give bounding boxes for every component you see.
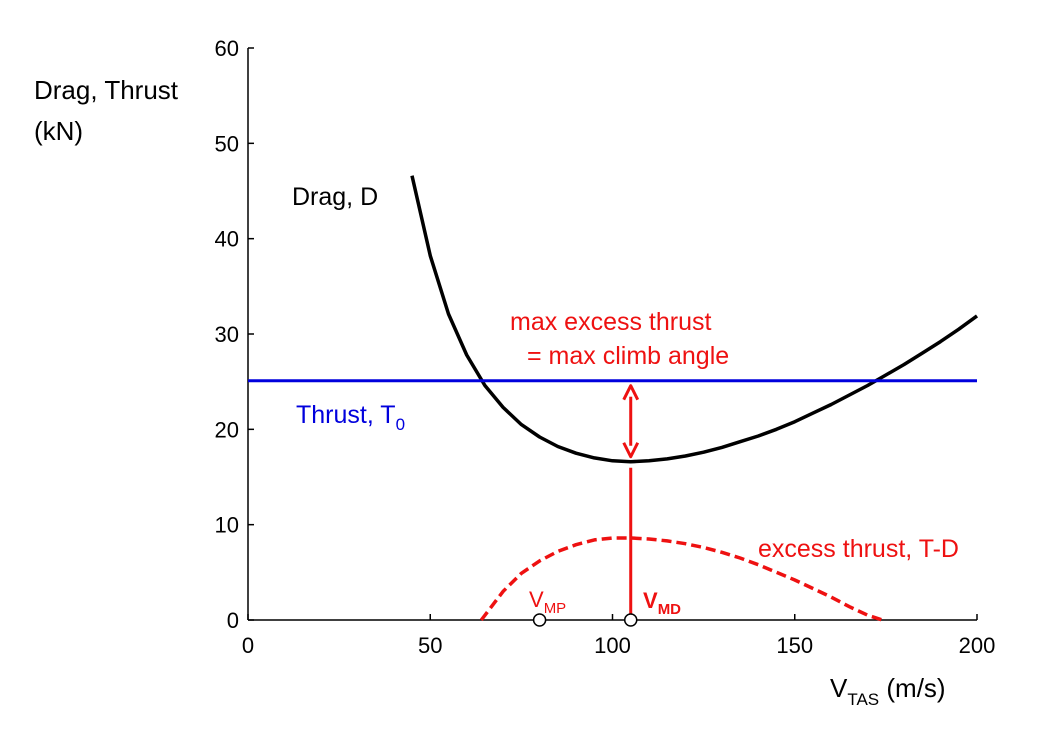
max-excess-arrow-head-top <box>622 384 640 401</box>
x-axis-label-sub: TAS <box>847 690 879 709</box>
y-tick-label: 0 <box>227 608 239 633</box>
max-excess-annotation-line2: = max climb angle <box>527 342 729 370</box>
drag-series-line <box>410 175 979 464</box>
vmp-label-sub: MP <box>544 600 567 617</box>
max-excess-annotation-line1: max excess thrust <box>510 308 712 336</box>
vmp-point-marker <box>532 613 547 627</box>
drag-series-label: Drag, D <box>292 183 378 211</box>
y-tick-label: 20 <box>215 417 239 442</box>
vmd-label-main: V <box>643 588 658 613</box>
y-tick-label: 30 <box>215 322 239 347</box>
thrust-series-label-main: Thrust, T <box>296 401 396 429</box>
x-tick-label: 50 <box>418 633 442 658</box>
vmd-point-marker <box>623 613 638 627</box>
y-tick-label: 50 <box>215 131 239 156</box>
x-tick-label: 200 <box>959 633 996 658</box>
y-tick-label: 60 <box>215 36 239 61</box>
thrust-series-label: Thrust, T0 <box>296 401 405 434</box>
excess-series-label: excess thrust, T-D <box>758 535 959 563</box>
x-axis-label-unit: (m/s) <box>879 673 945 703</box>
marker-layer <box>532 384 640 627</box>
series-layer <box>248 175 979 622</box>
x-axis-label: VTAS (m/s) <box>830 673 946 709</box>
y-tick-label: 40 <box>215 227 239 252</box>
x-tick-label: 150 <box>776 633 813 658</box>
max-excess-arrow-head-bottom <box>622 442 640 459</box>
vmp-label: VMP <box>529 587 566 617</box>
vmd-label-sub: MD <box>658 601 681 618</box>
x-tick-label: 0 <box>242 633 254 658</box>
vmp-label-main: V <box>529 587 544 612</box>
excess-thrust-series-line <box>479 536 883 622</box>
y-tick-label: 10 <box>215 513 239 538</box>
x-tick-label: 100 <box>594 633 631 658</box>
tick-group: 0 50 100 150 200 0 10 20 30 40 50 60 <box>215 36 996 658</box>
x-axis-label-main: V <box>830 673 848 703</box>
y-axis-label-line2: (kN) <box>34 116 83 146</box>
thrust-series-label-sub: 0 <box>396 415 405 434</box>
vmd-label: VMD <box>643 588 681 618</box>
y-axis-label-line1: Drag, Thrust <box>34 75 179 105</box>
